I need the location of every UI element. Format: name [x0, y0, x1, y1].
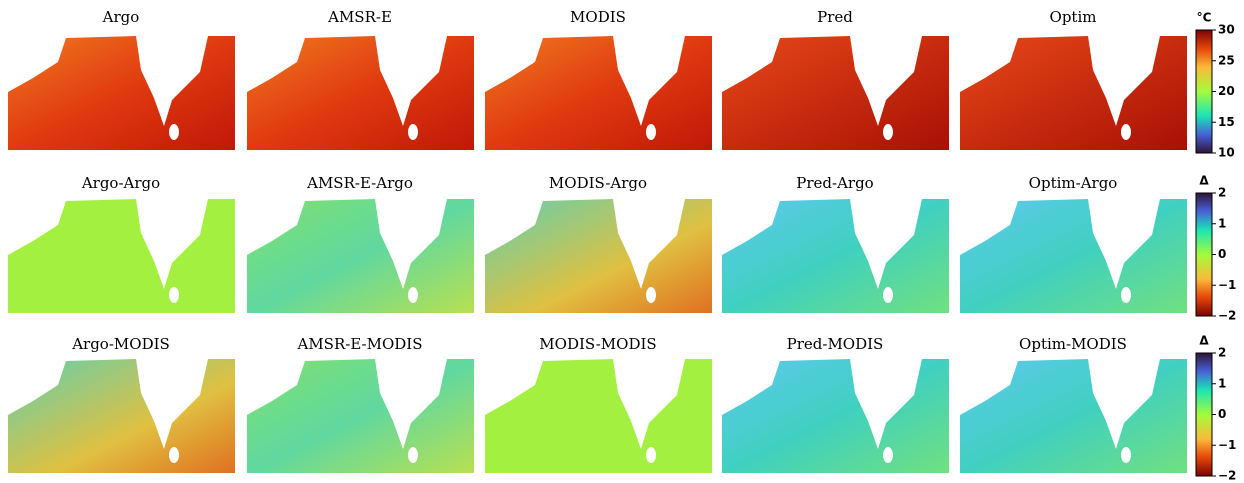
- island: [646, 447, 656, 463]
- map: [722, 36, 949, 150]
- map: [960, 36, 1187, 150]
- panel-title: Pred-Argo: [796, 174, 873, 192]
- colorbar-tick-label: −2: [1218, 469, 1236, 483]
- map: [960, 359, 1187, 473]
- island: [169, 287, 179, 303]
- panel-title: Optim-Argo: [1029, 174, 1118, 192]
- panel-title: Pred: [817, 8, 853, 26]
- colorbar-tick-label: −1: [1218, 438, 1236, 452]
- map: [960, 199, 1187, 313]
- ocean-field: [722, 359, 949, 473]
- panel-title: MODIS: [570, 8, 626, 26]
- colorbar: [1196, 30, 1212, 153]
- figure: Argo AMSR-E MODIS Pred Optim Argo-Argo AMSR-E-…: [0, 0, 1244, 483]
- colorbar-tick-label: 0: [1218, 407, 1226, 421]
- island: [883, 287, 893, 303]
- island: [1121, 447, 1131, 463]
- ocean-field: [722, 36, 949, 150]
- ocean-field: [8, 359, 235, 473]
- island: [646, 124, 656, 140]
- colorbar-tick-label: 0: [1218, 247, 1226, 261]
- island: [883, 124, 893, 140]
- panel-title: AMSR-E-MODIS: [296, 335, 422, 353]
- panel-title: Argo-MODIS: [71, 335, 170, 353]
- panel-title: MODIS-Argo: [549, 174, 647, 192]
- island: [169, 447, 179, 463]
- colorbar-tick-label: 30: [1218, 23, 1235, 37]
- island: [646, 287, 656, 303]
- panel-title: Optim-MODIS: [1019, 335, 1127, 353]
- ocean-field: [247, 199, 474, 313]
- colorbar-label: °C: [1197, 11, 1212, 25]
- map: [8, 199, 235, 313]
- map: [247, 199, 474, 313]
- panel-title: Argo-Argo: [81, 174, 160, 192]
- map: [485, 36, 712, 150]
- ocean-field: [960, 199, 1187, 313]
- map: [247, 36, 474, 150]
- island: [408, 447, 418, 463]
- panel-title: MODIS-MODIS: [539, 335, 656, 353]
- colorbar-label: Δ: [1199, 334, 1209, 348]
- ocean-field: [247, 359, 474, 473]
- ocean-field: [8, 199, 235, 313]
- colorbar-tick-label: 15: [1218, 115, 1235, 129]
- ocean-field: [8, 36, 235, 150]
- map: [247, 359, 474, 473]
- colorbar-tick-label: 25: [1218, 53, 1235, 67]
- island: [1121, 124, 1131, 140]
- panel-title: Optim: [1050, 8, 1097, 26]
- panel-title: Pred-MODIS: [787, 335, 884, 353]
- colorbar-tick-label: 2: [1218, 346, 1226, 360]
- island: [883, 447, 893, 463]
- island: [169, 124, 179, 140]
- colorbar-tick-label: −1: [1218, 278, 1236, 292]
- island: [408, 287, 418, 303]
- colorbar: [1196, 353, 1212, 476]
- island: [1121, 287, 1131, 303]
- panel-title: AMSR-E: [327, 8, 392, 26]
- ocean-field: [485, 36, 712, 150]
- ocean-field: [485, 199, 712, 313]
- map: [485, 359, 712, 473]
- colorbar-label: Δ: [1199, 174, 1209, 188]
- ocean-field: [485, 359, 712, 473]
- panel-title: AMSR-E-Argo: [306, 174, 413, 192]
- ocean-field: [960, 359, 1187, 473]
- colorbar-tick-label: 10: [1218, 146, 1235, 160]
- ocean-field: [960, 36, 1187, 150]
- colorbar-tick-label: 1: [1218, 376, 1226, 390]
- map: [485, 199, 712, 313]
- island: [408, 124, 418, 140]
- colorbar: [1196, 193, 1212, 316]
- panel-title: Argo: [102, 8, 140, 26]
- ocean-field: [247, 36, 474, 150]
- map: [8, 359, 235, 473]
- colorbar-tick-label: 20: [1218, 84, 1235, 98]
- ocean-field: [722, 199, 949, 313]
- map: [722, 199, 949, 313]
- colorbar-tick-label: 2: [1218, 186, 1226, 200]
- map: [722, 359, 949, 473]
- colorbar-tick-label: −2: [1218, 309, 1236, 323]
- colorbar-tick-label: 1: [1218, 216, 1226, 230]
- map: [8, 36, 235, 150]
